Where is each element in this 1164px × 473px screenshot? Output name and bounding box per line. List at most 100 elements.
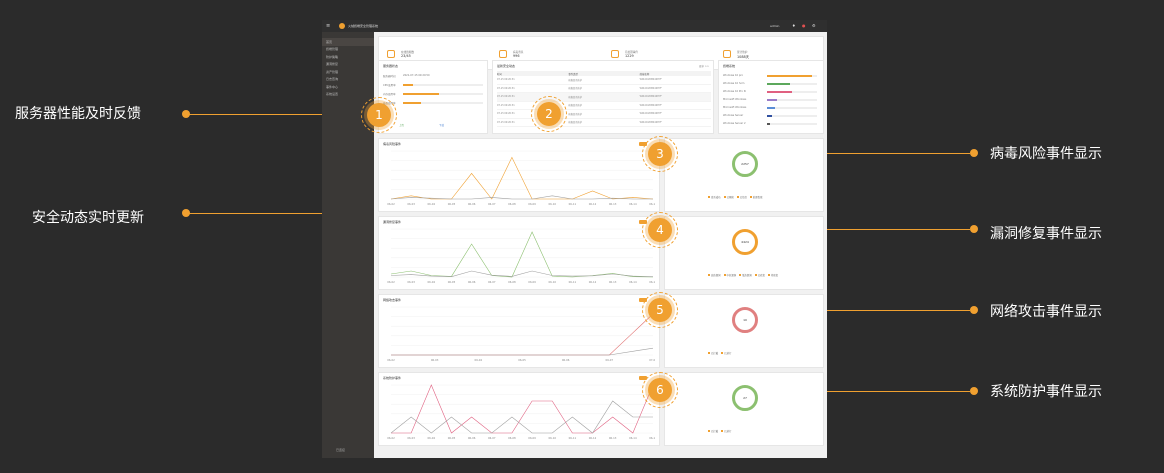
x-tick-label: 06-13 <box>609 280 617 284</box>
callout-server: 服务器性能及时反馈 <box>15 103 141 123</box>
export-button[interactable] <box>639 142 647 146</box>
chart-title: 漏洞修复事件 <box>383 220 402 224</box>
bell-icon[interactable]: ♦ <box>792 23 796 28</box>
x-tick-label: 06-07 <box>488 280 496 284</box>
server-row: CPU使用率 <box>383 84 396 87</box>
x-tick-label: 06-14 <box>629 436 637 440</box>
table-cell: WIN-XC2DBS4KH7F <box>639 112 662 116</box>
sidebar-item[interactable]: 系统设置 <box>326 92 339 97</box>
disk-bar-track <box>403 102 483 104</box>
legend-swatch <box>708 196 710 198</box>
callout-dot <box>970 306 978 314</box>
callout-attack: 网络攻击事件显示 <box>990 301 1102 321</box>
series-line <box>390 195 653 200</box>
x-tick-label: 06-15 <box>649 436 655 440</box>
os-bar <box>767 91 792 93</box>
legend-swatch <box>749 196 752 198</box>
chart-title: 网络攻击事件 <box>383 298 402 302</box>
table-row[interactable]: 07-15 09:20:31 病毒查杀防护 WIN-XC2DBS4KH7F <box>497 102 711 110</box>
table-row[interactable]: 07-15 09:20:31 病毒查杀防护 WIN-XC2DBS4KH7F <box>497 76 711 85</box>
sidebar-footer: 已连接 <box>336 448 346 452</box>
notification-icon[interactable]: ● <box>802 23 806 28</box>
gear-icon[interactable]: ⚙ <box>812 23 816 28</box>
table-header: 时间 事件类型 终端名称 <box>497 71 711 76</box>
dashboard-window: ≡ 火绒终端安全管理系统 admin ♦ ● ⚙ 首页 终端管理防护策略漏洞修复资… <box>322 20 827 458</box>
sidebar-item[interactable]: 终端管理 <box>326 47 339 52</box>
sidebar-item[interactable]: 日志查询 <box>326 77 339 82</box>
donut-total: 2257 <box>741 162 749 166</box>
table-cell: 07-15 09:20:31 <box>497 95 515 99</box>
os-name: Windows Server 2 <box>723 122 746 125</box>
x-tick-label: 07-01 <box>649 358 655 362</box>
x-tick-label: 06-07 <box>606 358 614 362</box>
x-tick-label: 06-03 <box>407 202 415 206</box>
callout-attack-label: 网络攻击事件显示 <box>990 304 1102 320</box>
os-bar <box>767 75 812 77</box>
stat-item: 病毒查杀 996 <box>491 39 601 69</box>
stat-value: 1088天 <box>737 54 750 59</box>
line-chart: 06-02 06-03 06-04 06-05 06-06 06-07 07-01 <box>387 306 655 362</box>
x-tick-label: 06-04 <box>428 436 436 440</box>
donut-ring: 27 <box>732 385 758 411</box>
series-line <box>391 313 654 356</box>
chart-title: 病毒风险事件 <box>383 142 402 146</box>
menu-icon[interactable]: ≡ <box>326 23 331 29</box>
x-tick-label: 06-02 <box>387 436 395 440</box>
legend-label: 处理失败 <box>752 196 763 199</box>
server-row: 服务器时间 <box>383 75 396 78</box>
x-tick-label: 06-12 <box>589 202 597 206</box>
os-name: Windows Server <box>723 114 744 117</box>
export-button[interactable] <box>639 376 647 380</box>
x-tick-label: 06-10 <box>548 202 556 206</box>
x-tick-label: 06-06 <box>468 202 476 206</box>
table-row[interactable]: 07-15 09:20:31 病毒查杀防护 WIN-XC2DBS4KH7F <box>497 119 711 127</box>
table-cell: 07-15 09:20:31 <box>497 103 515 107</box>
server-row: 内存使用率 <box>383 93 396 96</box>
sidebar-item[interactable]: 首页 <box>322 38 374 46</box>
table-cell: 07-15 09:20:31 <box>497 120 515 124</box>
sidebar-item[interactable]: 漏洞修复 <box>326 62 339 67</box>
table-row[interactable]: 07-15 09:20:31 病毒查杀防护 WIN-XC2DBS4KH7F <box>497 93 711 102</box>
x-tick-label: 06-06 <box>468 436 476 440</box>
legend-label: 已放行 <box>724 352 732 355</box>
table-row[interactable]: 07-15 09:20:31 病毒查杀防护 WIN-XC2DBS4KH7F <box>497 110 711 119</box>
table-cell: 07-15 09:20:31 <box>497 112 515 116</box>
callout-protect-label: 系统防护事件显示 <box>990 384 1102 400</box>
os-bar <box>767 83 790 85</box>
legend-label: 高危漏洞 <box>711 274 721 277</box>
donut-card: 27 已拦截 已放行 <box>664 372 824 446</box>
table-cell: 病毒查杀防护 <box>568 104 583 108</box>
legend-label: 待修复 <box>770 274 779 277</box>
series-line <box>391 384 654 434</box>
x-tick-label: 06-08 <box>508 202 516 206</box>
sidebar-item[interactable]: 事件中心 <box>326 84 339 89</box>
donut-ring: 2257 <box>732 151 758 177</box>
disk-bar <box>403 102 421 104</box>
legend-label: 已修复 <box>757 274 765 277</box>
callout-vuln: 漏洞修复事件显示 <box>990 223 1102 243</box>
x-tick-label: 06-06 <box>562 358 570 362</box>
table-cell: 07-15 09:20:31 <box>497 86 515 90</box>
stat-label: 待处理事件 <box>625 51 638 54</box>
table-row[interactable]: 07-15 09:20:31 病毒查杀防护 WIN-XC2DBS4KH7F <box>497 85 711 93</box>
callout-security-label: 安全动态实时更新 <box>32 210 144 226</box>
top-bar: ≡ 火绒终端安全管理系统 admin ♦ ● ⚙ <box>322 20 827 32</box>
more-link[interactable]: 更多 >> <box>699 65 709 68</box>
legend-label: 已拦截 <box>711 430 719 433</box>
events-table: 时间 事件类型 终端名称 07-15 09:20:31 病毒查杀防护 WIN-XC2DBS… <box>497 71 711 127</box>
sidebar-item[interactable]: 资产管理 <box>326 69 339 74</box>
table-cell: WIN-XC2DBS4KH7F <box>639 95 662 99</box>
export-button[interactable] <box>639 298 647 302</box>
x-tick-label: 06-11 <box>569 436 577 440</box>
callout-vuln-label: 漏洞修复事件显示 <box>990 226 1102 242</box>
stat-icon <box>611 50 619 58</box>
stat-value: 23/45 <box>401 54 411 58</box>
legend-label: 已拦截 <box>711 352 719 355</box>
column-header: 终端名称 <box>639 72 650 76</box>
user-name[interactable]: admin <box>770 24 780 28</box>
column-header: 事件类型 <box>568 72 578 76</box>
sidebar-item[interactable]: 防护策略 <box>326 54 339 59</box>
x-tick-label: 06-13 <box>609 436 617 440</box>
legend-swatch <box>721 430 724 432</box>
os-bar-track <box>767 91 817 93</box>
